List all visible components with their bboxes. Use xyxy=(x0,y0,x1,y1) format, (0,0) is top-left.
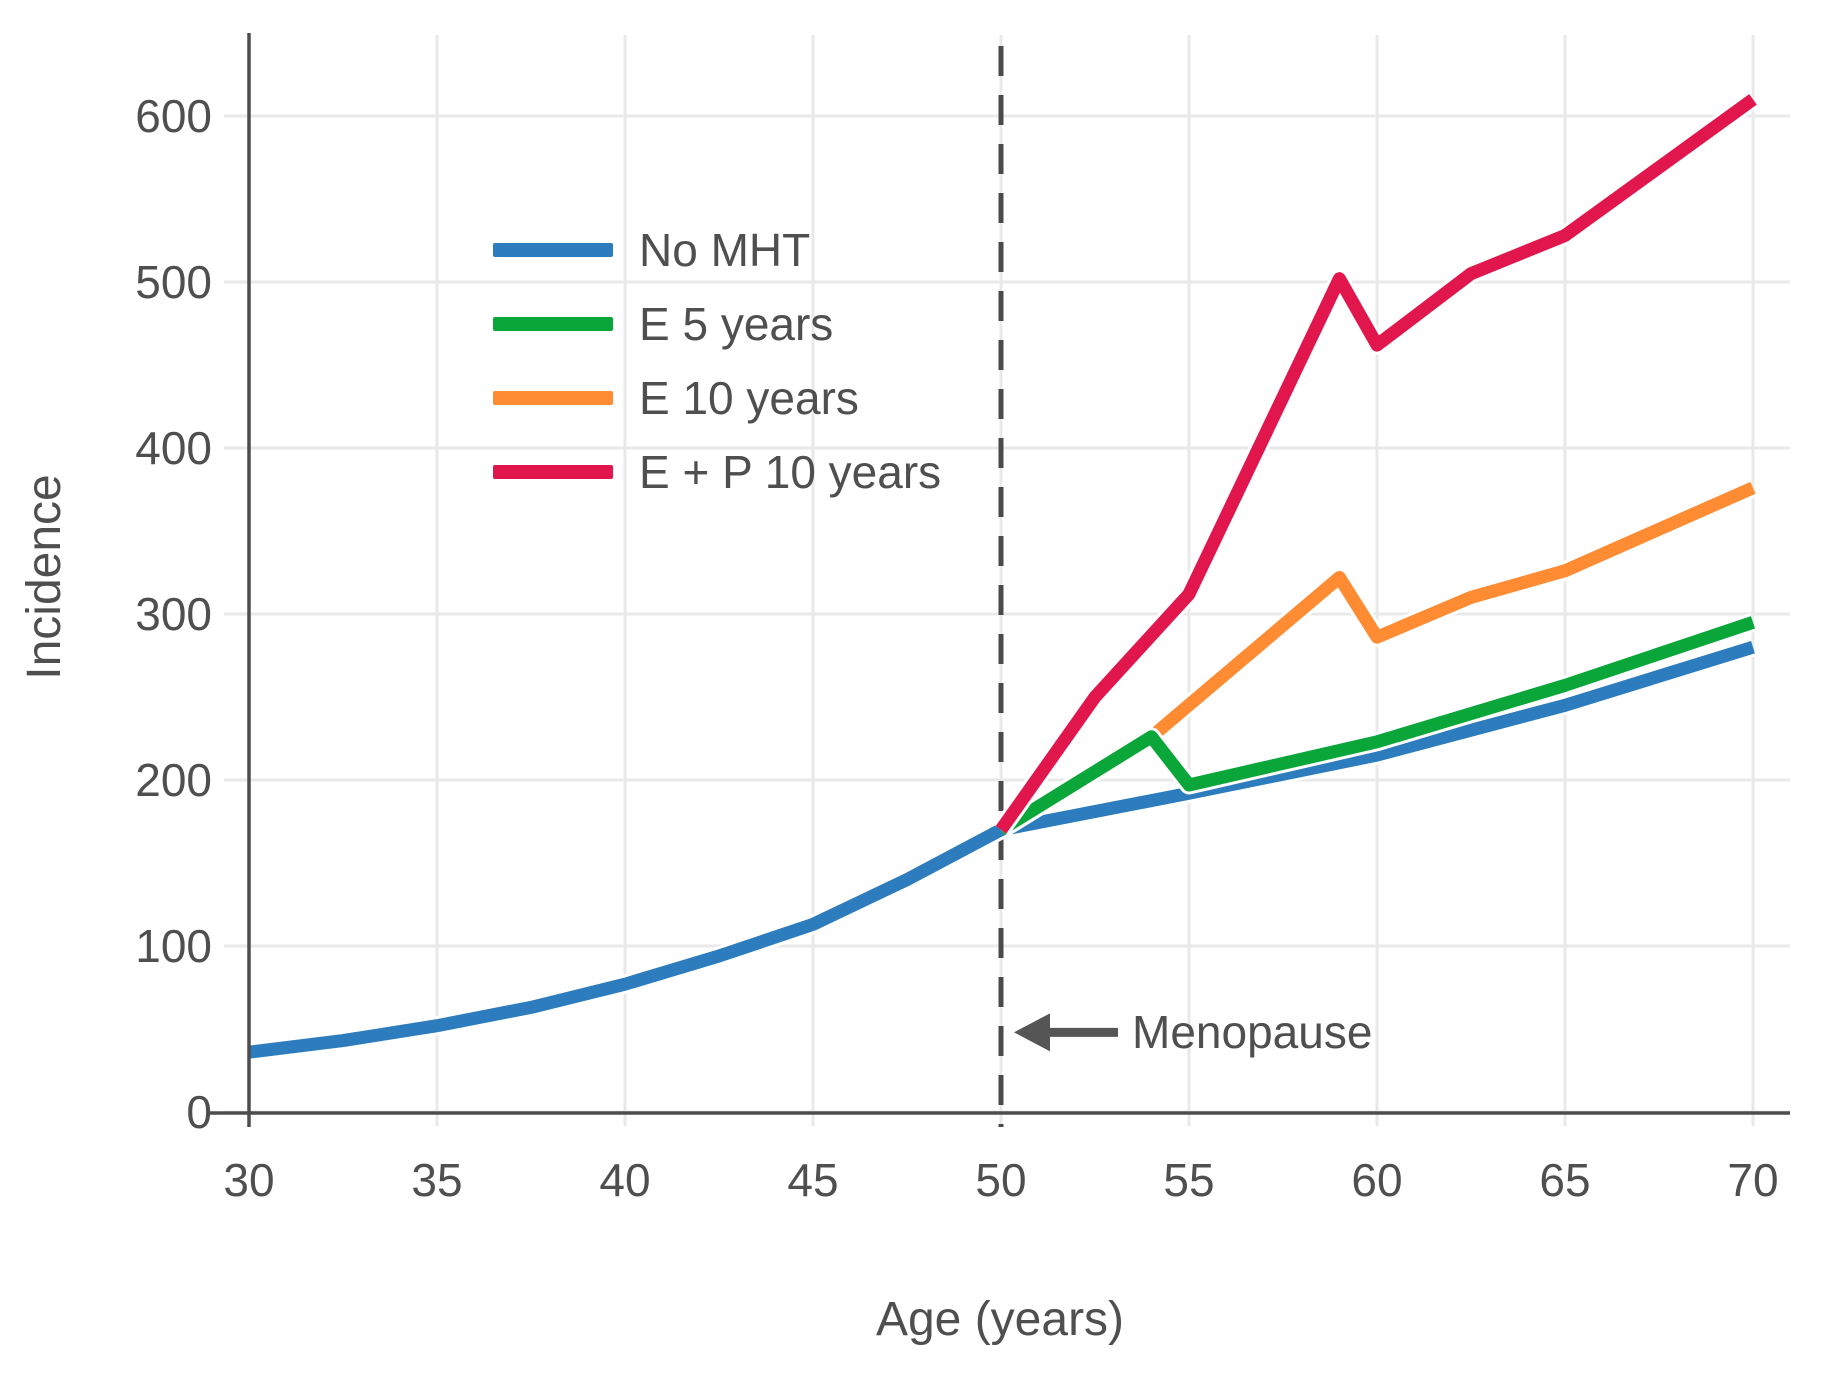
legend-item-e-p-10-years: E + P 10 years xyxy=(493,435,941,509)
x-tick-label: 55 xyxy=(1163,1154,1215,1206)
x-tick-label: 60 xyxy=(1351,1154,1403,1206)
y-tick-label: 400 xyxy=(135,422,212,474)
y-axis-title: Incidence xyxy=(18,474,71,680)
y-tick-label: 200 xyxy=(135,754,212,806)
series-line-e-5-years xyxy=(997,616,1756,836)
y-tick-label: 100 xyxy=(135,920,212,972)
legend: No MHT E 5 years E 10 years E + P 10 years xyxy=(493,213,941,509)
x-tick-label: 65 xyxy=(1539,1154,1591,1206)
series-lines xyxy=(247,91,1759,1062)
x-tick-label: 70 xyxy=(1727,1154,1779,1206)
x-tick-label: 40 xyxy=(599,1154,651,1206)
legend-swatch-e-p-10-years xyxy=(493,465,613,479)
x-tick-label: 45 xyxy=(787,1154,839,1206)
y-tick-label: 300 xyxy=(135,588,212,640)
x-axis-title: Age (years) xyxy=(875,1293,1125,1346)
y-tick-label: 600 xyxy=(135,90,212,142)
legend-label: No MHT xyxy=(639,224,811,276)
menopause-arrow xyxy=(1014,1013,1118,1052)
y-tick-label: 500 xyxy=(135,256,212,308)
series-line-no-mht xyxy=(248,640,1755,1059)
series-line-e-p-10-years xyxy=(995,94,1757,834)
legend-label: E + P 10 years xyxy=(639,446,942,498)
arrow-head-icon xyxy=(1014,1013,1050,1052)
y-tick-label: 0 xyxy=(186,1086,212,1138)
x-tick-label: 30 xyxy=(223,1154,275,1206)
x-tick-label: 50 xyxy=(975,1154,1027,1206)
legend-item-e-5-years: E 5 years xyxy=(493,287,941,361)
legend-label: E 10 years xyxy=(639,372,859,424)
legend-swatch-e-10-years xyxy=(493,391,613,405)
legend-item-e-10-years: E 10 years xyxy=(493,361,941,435)
axes xyxy=(209,33,1790,1127)
legend-label: E 5 years xyxy=(639,298,834,350)
legend-item-no-mht: No MHT xyxy=(493,213,941,287)
menopause-annotation-label: Menopause xyxy=(1132,1006,1373,1058)
legend-swatch-e-5-years xyxy=(493,317,613,331)
x-tick-label: 35 xyxy=(411,1154,463,1206)
legend-swatch-no-mht xyxy=(493,243,613,257)
